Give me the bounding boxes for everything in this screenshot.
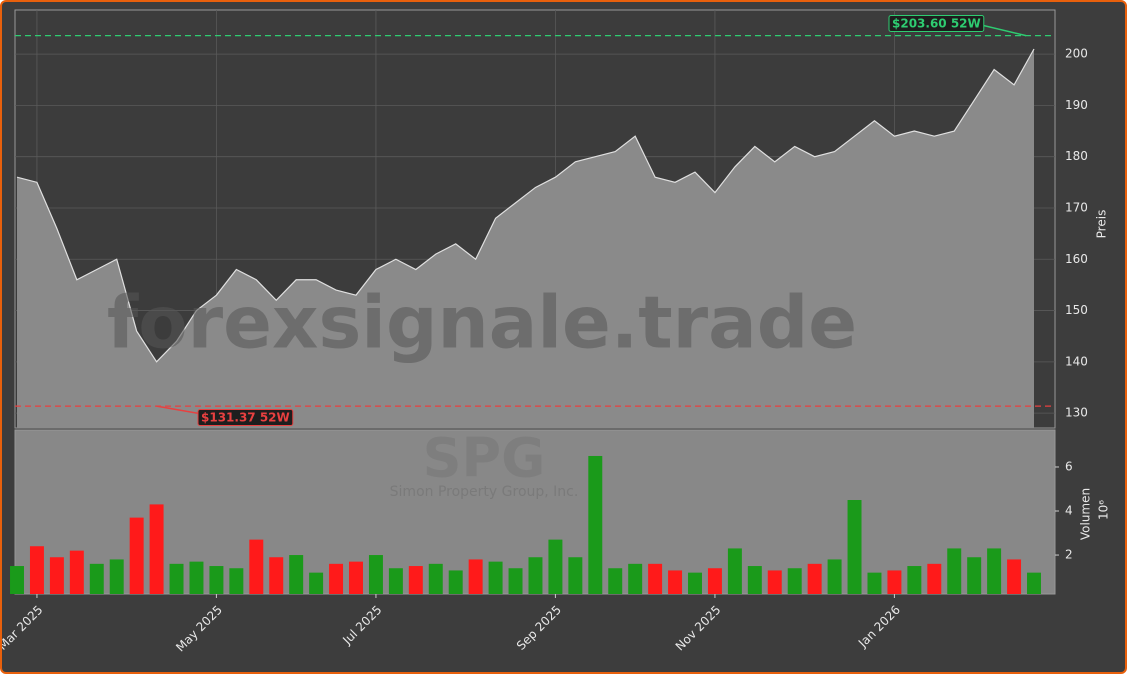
- volume-bar: [129, 517, 144, 594]
- volume-bar: [29, 546, 44, 594]
- volume-bar: [528, 557, 543, 594]
- volume-bar: [867, 572, 882, 594]
- volume-bar: [388, 568, 403, 594]
- volume-bar: [289, 555, 304, 594]
- volume-bar: [428, 563, 443, 594]
- volume-bar: [987, 548, 1002, 594]
- y-axis-label: Preis: [1095, 210, 1109, 239]
- volume-bar: [368, 555, 383, 594]
- volume-bar: [329, 563, 344, 594]
- y2-tick-label: 4: [1065, 504, 1073, 518]
- volume-bar: [89, 563, 104, 594]
- volume-bar: [628, 563, 643, 594]
- volume-bar: [269, 557, 284, 594]
- price-line: [16, 48, 1035, 363]
- annotation-box: [197, 409, 294, 426]
- volume-bar: [967, 557, 982, 594]
- volume-bar: [349, 561, 363, 594]
- volume-bar: [1007, 559, 1022, 594]
- volume-bar: [907, 566, 922, 594]
- volume-bar: [608, 568, 623, 594]
- y-tick-label: 200: [1065, 47, 1088, 61]
- volume-bar: [568, 557, 583, 594]
- volume-bar: [49, 557, 64, 594]
- volume-bar: [10, 566, 24, 594]
- x-tick-label: Sep 2025: [514, 603, 564, 653]
- volume-bar: [947, 548, 962, 594]
- y-tick-label: 140: [1065, 354, 1088, 368]
- volume-bar: [169, 563, 184, 594]
- volume-bar: [109, 559, 124, 594]
- volume-bar: [887, 570, 902, 594]
- volume-bar: [309, 572, 324, 594]
- annotation-label: $203.60 52W: [892, 17, 981, 31]
- volume-bar: [767, 570, 782, 594]
- annotation-label: $131.37 52W: [201, 411, 290, 425]
- volume-bar: [787, 568, 802, 594]
- y-tick-label: 150: [1065, 303, 1088, 317]
- volume-bar: [707, 568, 722, 594]
- volume-bar: [827, 559, 842, 594]
- marks: [10, 17, 1055, 594]
- y-tick-label: 170: [1065, 200, 1088, 214]
- price-area: [17, 48, 1034, 429]
- volume-bar: [648, 563, 663, 594]
- y-tick-label: 130: [1065, 406, 1088, 420]
- volume-bar: [588, 455, 603, 594]
- volume-bar: [249, 539, 264, 594]
- y2-tick-label: 2: [1065, 548, 1073, 562]
- volume-bar: [209, 566, 224, 594]
- y-tick-label: 160: [1065, 252, 1088, 266]
- x-tick-label: Jul 2025: [339, 603, 384, 648]
- volume-bar: [668, 570, 683, 594]
- x-tick-label: May 2025: [173, 603, 225, 655]
- x-tick-label: Jan 2026: [855, 603, 903, 651]
- volume-bar: [149, 504, 164, 594]
- volume-bar: [69, 550, 84, 594]
- x-tick-label: Mar 2025: [2, 603, 46, 653]
- volume-bar: [747, 566, 762, 594]
- volume-bar: [548, 539, 563, 594]
- y-tick-label: 190: [1065, 98, 1088, 112]
- volume-bar: [448, 570, 463, 594]
- volume-bar: [688, 572, 702, 594]
- volume-bar: [508, 568, 523, 594]
- volume-bar: [229, 568, 244, 594]
- ticker-watermark: SPG: [423, 427, 546, 490]
- volume-bar: [488, 561, 503, 594]
- volume-bar: [727, 548, 742, 594]
- watermark: forexsignale.trade: [107, 281, 857, 365]
- volume-bar: [468, 559, 483, 594]
- y2-tick-label: 6: [1065, 459, 1073, 473]
- company-watermark: Simon Property Group, Inc.: [390, 484, 579, 500]
- volume-bar: [189, 561, 204, 594]
- x-tick-label: Nov 2025: [673, 603, 724, 654]
- y2-scale-label: 10⁶: [1097, 500, 1111, 520]
- volume-bar: [1027, 572, 1041, 594]
- volume-bar: [927, 563, 942, 594]
- y-tick-label: 180: [1065, 149, 1088, 163]
- annotation-box: [888, 15, 985, 32]
- y2-axis-label: Volumen: [1079, 488, 1093, 540]
- annotation-arrow: [156, 405, 203, 415]
- volume-bar: [847, 500, 862, 594]
- volume-bar: [408, 566, 423, 594]
- volume-bar: [807, 563, 822, 594]
